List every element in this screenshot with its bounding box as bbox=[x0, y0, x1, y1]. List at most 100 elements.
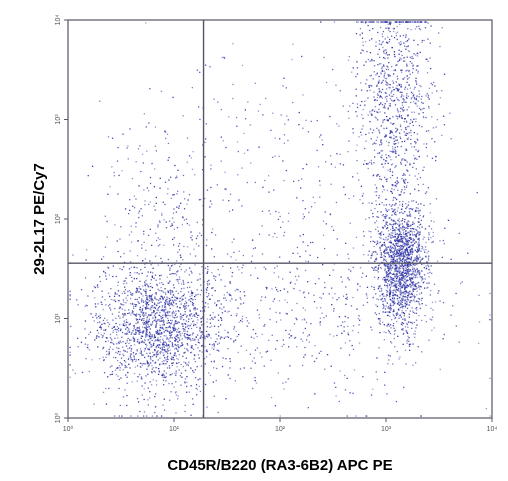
data-point bbox=[175, 362, 178, 364]
data-point bbox=[225, 358, 227, 360]
data-point bbox=[390, 283, 393, 285]
data-point bbox=[377, 211, 379, 213]
data-point bbox=[372, 129, 375, 131]
data-point bbox=[118, 311, 120, 313]
data-point bbox=[394, 69, 397, 72]
data-point bbox=[405, 101, 408, 103]
data-point bbox=[146, 275, 148, 277]
data-point bbox=[169, 399, 171, 401]
data-point bbox=[369, 121, 371, 123]
data-point bbox=[367, 163, 369, 165]
data-point bbox=[383, 331, 385, 333]
data-point bbox=[387, 285, 389, 287]
data-point bbox=[385, 223, 387, 225]
data-point bbox=[356, 103, 359, 105]
data-point bbox=[378, 40, 381, 42]
data-point bbox=[418, 149, 420, 152]
data-point bbox=[177, 349, 179, 351]
data-point bbox=[188, 274, 190, 276]
data-point bbox=[139, 329, 141, 331]
data-point bbox=[192, 292, 194, 294]
data-point bbox=[396, 280, 398, 283]
data-point bbox=[259, 103, 261, 106]
data-point bbox=[402, 275, 405, 277]
data-point bbox=[365, 61, 367, 63]
data-point bbox=[380, 150, 382, 152]
data-point bbox=[414, 86, 416, 89]
data-point bbox=[388, 308, 391, 310]
data-point bbox=[387, 74, 389, 76]
data-point bbox=[405, 235, 407, 237]
data-point bbox=[304, 319, 306, 321]
data-point bbox=[133, 339, 136, 341]
data-point bbox=[400, 291, 402, 294]
data-point bbox=[368, 202, 370, 204]
data-point bbox=[159, 339, 161, 341]
data-point bbox=[155, 384, 158, 386]
data-point bbox=[414, 249, 417, 252]
data-point bbox=[384, 136, 386, 138]
data-point bbox=[394, 231, 396, 233]
data-point bbox=[194, 324, 197, 326]
data-point bbox=[190, 346, 192, 349]
data-point bbox=[190, 231, 192, 233]
data-point bbox=[269, 308, 271, 310]
data-point bbox=[405, 48, 407, 50]
data-point bbox=[428, 255, 430, 257]
data-point bbox=[177, 251, 179, 253]
data-point bbox=[418, 224, 421, 226]
data-point bbox=[172, 305, 174, 307]
data-point bbox=[154, 317, 157, 319]
data-point bbox=[114, 337, 116, 339]
data-point bbox=[69, 376, 71, 378]
data-point bbox=[115, 357, 117, 359]
data-point bbox=[179, 307, 181, 309]
data-point bbox=[378, 347, 380, 349]
data-point bbox=[217, 101, 219, 103]
data-point bbox=[391, 163, 394, 165]
data-point bbox=[114, 299, 116, 301]
data-point bbox=[390, 95, 392, 97]
data-point bbox=[218, 274, 220, 276]
data-point bbox=[387, 119, 389, 122]
data-point bbox=[408, 220, 410, 223]
data-point bbox=[296, 302, 298, 305]
data-point bbox=[395, 283, 397, 286]
data-point bbox=[401, 159, 403, 161]
data-point bbox=[105, 304, 107, 306]
data-point bbox=[369, 89, 371, 91]
data-point bbox=[144, 263, 146, 265]
data-point bbox=[383, 105, 386, 107]
data-point bbox=[156, 322, 158, 324]
data-point bbox=[332, 229, 335, 231]
data-point bbox=[400, 252, 402, 254]
data-point bbox=[406, 247, 408, 250]
data-point bbox=[139, 309, 142, 311]
data-point bbox=[412, 250, 414, 253]
data-point bbox=[141, 363, 143, 365]
data-point bbox=[425, 146, 427, 149]
data-point bbox=[150, 335, 153, 338]
data-point bbox=[197, 379, 199, 381]
data-point bbox=[170, 334, 172, 336]
data-point bbox=[386, 266, 389, 268]
data-point bbox=[410, 299, 412, 302]
data-point bbox=[343, 330, 345, 332]
data-point bbox=[313, 301, 316, 303]
data-point bbox=[138, 330, 140, 332]
data-point bbox=[386, 210, 388, 212]
data-point bbox=[396, 251, 398, 253]
data-point bbox=[396, 85, 398, 87]
data-point bbox=[282, 278, 284, 280]
data-point bbox=[418, 227, 421, 229]
data-point bbox=[103, 322, 105, 324]
data-point bbox=[382, 35, 384, 38]
data-point bbox=[177, 292, 179, 295]
data-point bbox=[215, 341, 217, 343]
data-point bbox=[143, 230, 145, 233]
data-point bbox=[119, 317, 121, 319]
data-point bbox=[213, 275, 215, 277]
data-point bbox=[225, 188, 227, 190]
data-point bbox=[171, 264, 174, 266]
data-point bbox=[155, 325, 157, 327]
